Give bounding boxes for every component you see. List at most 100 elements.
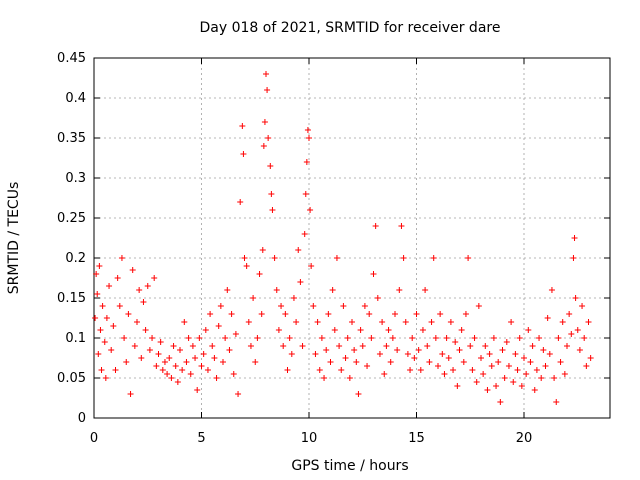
- data-point: [398, 223, 405, 229]
- data-point: [445, 355, 452, 361]
- data-point: [308, 263, 315, 269]
- data-point: [96, 263, 103, 269]
- data-point: [510, 379, 517, 385]
- data-point: [189, 343, 196, 349]
- data-point: [99, 303, 106, 309]
- data-point: [482, 343, 489, 349]
- data-point: [441, 371, 448, 377]
- data-point: [424, 343, 431, 349]
- data-point: [368, 335, 375, 341]
- data-point: [263, 71, 269, 77]
- data-point: [260, 143, 267, 149]
- data-point: [103, 315, 110, 321]
- data-point: [200, 351, 207, 357]
- data-point: [295, 247, 302, 253]
- data-point: [585, 319, 592, 325]
- data-point: [355, 391, 362, 397]
- data-point: [574, 327, 581, 333]
- data-point: [179, 367, 186, 373]
- data-point: [204, 367, 211, 373]
- data-point: [333, 255, 340, 261]
- data-point: [196, 335, 203, 341]
- data-point: [318, 335, 325, 341]
- data-point: [290, 295, 297, 301]
- data-point: [138, 355, 145, 361]
- data-point: [149, 335, 156, 341]
- data-point: [140, 299, 147, 305]
- data-point: [542, 363, 549, 369]
- data-point: [490, 335, 497, 341]
- data-point: [568, 331, 575, 337]
- y-tick-label: 0.3: [65, 171, 86, 186]
- data-point: [404, 351, 411, 357]
- data-point: [450, 367, 457, 373]
- data-point: [155, 351, 162, 357]
- data-point: [422, 287, 429, 293]
- data-point: [256, 271, 263, 277]
- data-point: [127, 391, 134, 397]
- data-point: [409, 335, 416, 341]
- data-point: [383, 343, 390, 349]
- data-point: [439, 351, 446, 357]
- data-point: [243, 263, 250, 269]
- x-axis-label: GPS time / hours: [291, 458, 408, 474]
- data-point: [430, 255, 437, 261]
- data-point: [207, 311, 214, 317]
- data-point: [329, 287, 336, 293]
- data-point: [250, 295, 257, 301]
- x-tick-label: 10: [301, 431, 318, 446]
- data-point: [181, 319, 188, 325]
- data-point: [258, 311, 265, 317]
- data-point: [102, 375, 109, 381]
- data-point: [488, 363, 495, 369]
- data-point: [493, 383, 500, 389]
- data-point: [480, 371, 487, 377]
- data-point: [456, 347, 463, 353]
- data-point: [307, 207, 314, 213]
- data-point: [306, 135, 312, 141]
- chart-title: Day 018 of 2021, SRMTID for receiver dar…: [200, 20, 501, 36]
- data-point: [555, 335, 562, 341]
- data-point: [407, 367, 414, 373]
- data-point: [346, 375, 353, 381]
- data-point: [366, 311, 373, 317]
- data-point: [174, 379, 181, 385]
- data-point: [168, 375, 175, 381]
- data-point: [280, 343, 287, 349]
- data-point: [312, 351, 319, 357]
- data-point: [211, 355, 218, 361]
- data-point: [572, 295, 579, 301]
- data-point: [310, 303, 317, 309]
- data-point: [275, 327, 282, 333]
- data-point: [302, 191, 309, 197]
- data-point: [159, 367, 166, 373]
- data-point: [514, 367, 521, 373]
- data-point: [576, 347, 583, 353]
- data-point: [432, 335, 439, 341]
- data-point: [106, 283, 113, 289]
- x-tick-label: 20: [516, 431, 533, 446]
- data-point: [587, 355, 594, 361]
- data-point: [394, 347, 401, 353]
- data-point: [194, 387, 201, 393]
- x-tick-label: 0: [90, 431, 98, 446]
- grid-lines: [94, 58, 610, 418]
- data-points: [92, 71, 594, 405]
- x-tick-labels: 0 5 10 15 20: [90, 431, 532, 446]
- data-point: [396, 287, 403, 293]
- data-point: [153, 363, 160, 369]
- data-point: [161, 359, 168, 365]
- y-axis-label: SRMTID / TECUs: [6, 182, 22, 295]
- data-point: [268, 191, 275, 197]
- data-point: [538, 375, 545, 381]
- data-point: [215, 323, 222, 329]
- data-point: [381, 371, 388, 377]
- data-point: [400, 255, 407, 261]
- y-tick-label: 0.05: [57, 371, 86, 386]
- data-point: [389, 335, 396, 341]
- data-point: [411, 355, 418, 361]
- data-point: [134, 319, 140, 325]
- data-point: [523, 371, 530, 377]
- data-point: [374, 295, 381, 301]
